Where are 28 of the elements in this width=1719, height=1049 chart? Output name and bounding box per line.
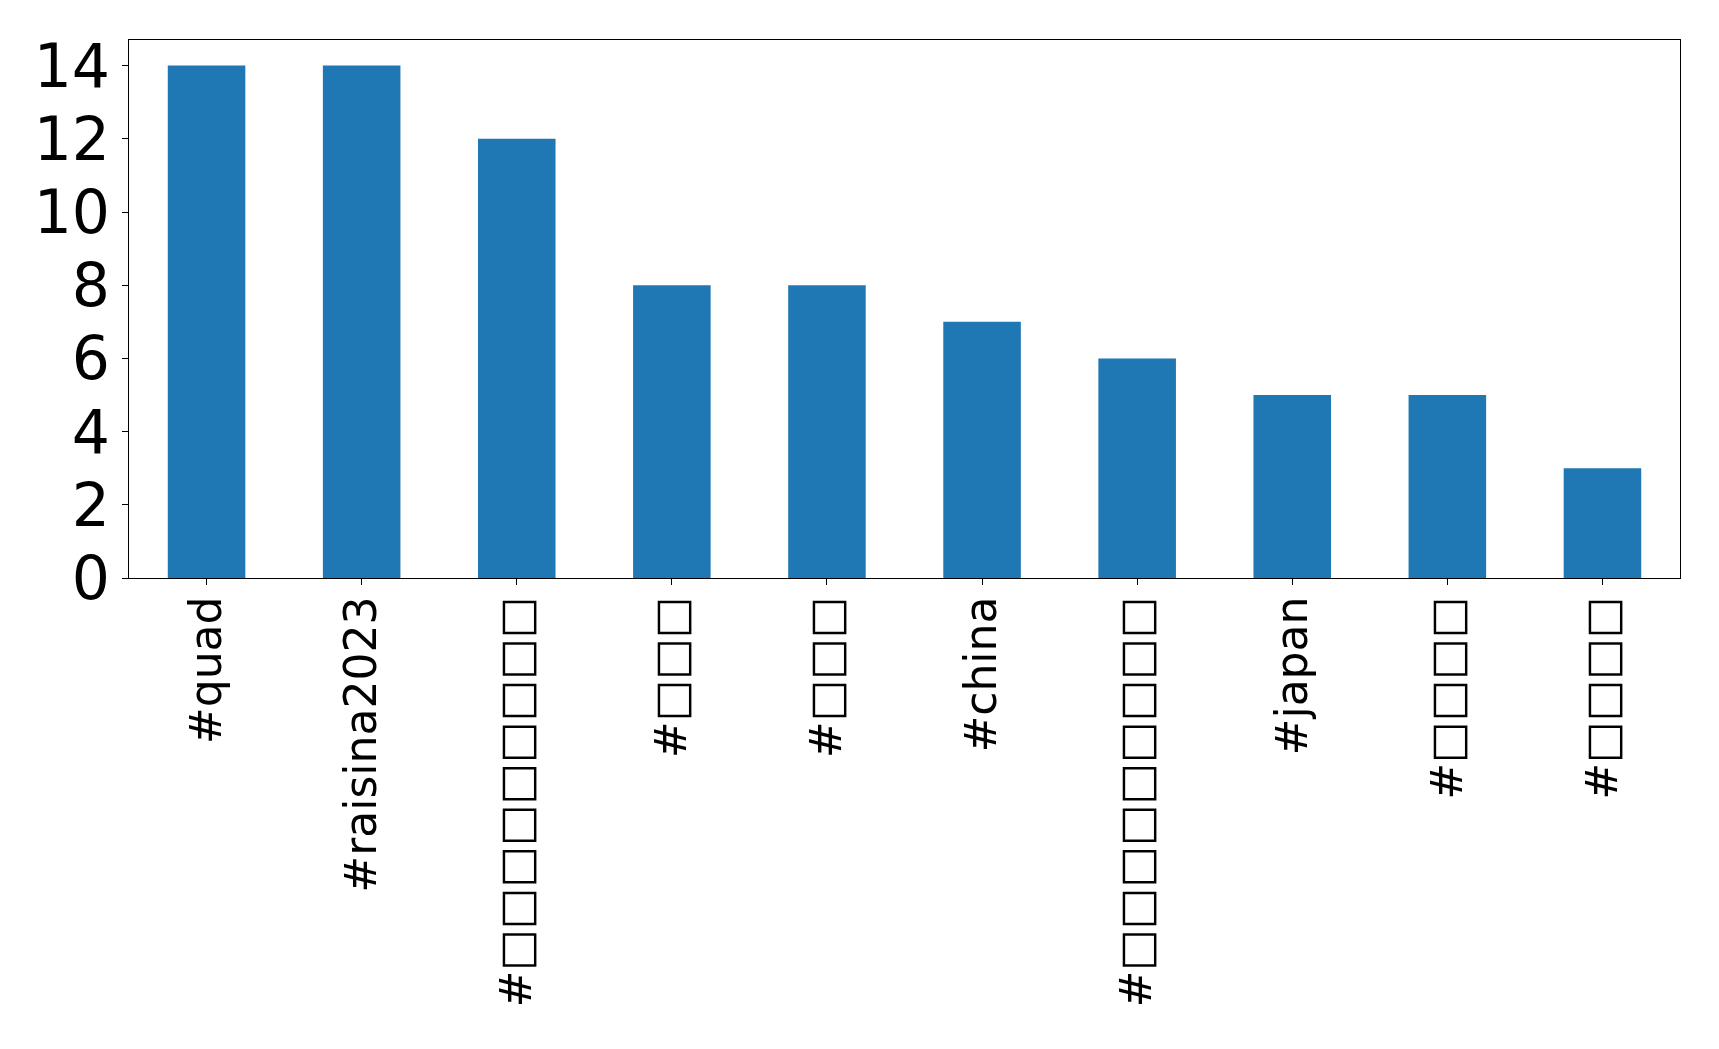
x-tick-label: #japan xyxy=(1265,596,1317,756)
x-tick-label: #□□□ xyxy=(800,596,852,759)
y-tick-label: 8 xyxy=(71,250,110,321)
y-tick-label: 4 xyxy=(71,396,110,467)
y-tick-label: 12 xyxy=(33,103,110,174)
x-tick-label: #quad xyxy=(179,596,231,745)
x-tick-label: #□□□□□□□□□ xyxy=(490,596,542,1008)
y-tick-label: 10 xyxy=(33,177,110,248)
y-tick-label: 6 xyxy=(71,323,110,394)
x-tick-label: #□□□□ xyxy=(1575,596,1627,800)
bar xyxy=(1408,395,1487,578)
bar xyxy=(633,285,711,578)
bar xyxy=(167,65,246,578)
x-tick-label: #china xyxy=(955,596,1007,753)
bar xyxy=(1563,468,1642,578)
bar xyxy=(788,285,866,578)
x-tick-label: #raisina2023 xyxy=(334,596,386,893)
x-tick-label: #□□□ xyxy=(645,596,697,759)
x-tick-label: #□□□□ xyxy=(1420,596,1472,800)
bar xyxy=(322,65,401,578)
x-tick-label: #□□□□□□□□□ xyxy=(1110,596,1162,1008)
bar xyxy=(1098,358,1176,578)
y-tick-label: 2 xyxy=(71,469,110,540)
bar xyxy=(477,138,556,578)
bar xyxy=(943,321,1021,578)
bar xyxy=(1253,395,1332,578)
y-tick-label: 14 xyxy=(33,30,110,101)
y-tick-label: 0 xyxy=(71,543,110,613)
